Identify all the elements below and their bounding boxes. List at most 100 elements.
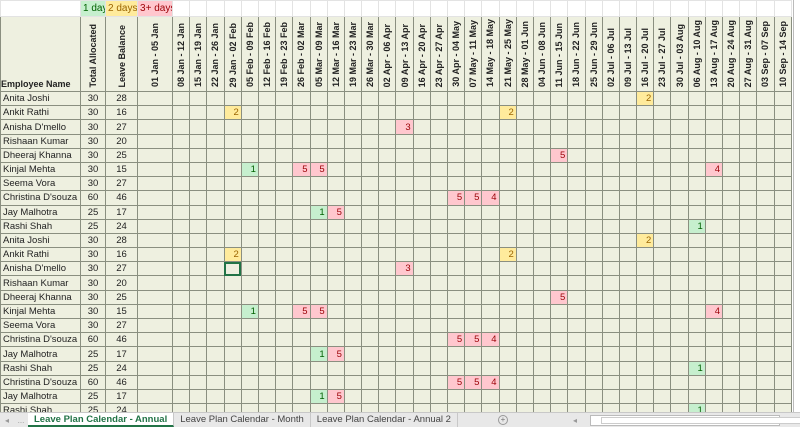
week-cell[interactable] — [532, 232, 552, 249]
week-cell[interactable] — [618, 289, 638, 305]
week-cell[interactable] — [412, 147, 431, 163]
week-cell[interactable] — [722, 133, 741, 149]
week-cell[interactable] — [653, 318, 672, 334]
week-cell[interactable] — [447, 360, 466, 376]
leave-balance-cell[interactable]: 25 — [105, 289, 139, 305]
week-cell[interactable] — [567, 289, 586, 305]
legend-blank[interactable] — [326, 0, 345, 17]
week-cell[interactable] — [275, 303, 294, 320]
week-cell[interactable] — [412, 360, 431, 376]
week-cell[interactable] — [412, 303, 431, 320]
total-allocated-cell[interactable]: 60 — [80, 374, 107, 390]
week-cell[interactable] — [481, 289, 500, 305]
week-cell[interactable] — [429, 303, 449, 320]
week-cell[interactable] — [464, 403, 483, 412]
week-cell[interactable] — [429, 204, 449, 220]
week-cell[interactable] — [618, 388, 638, 405]
leave-balance-cell[interactable]: 15 — [105, 303, 139, 320]
week-cell[interactable] — [670, 133, 689, 149]
week-cell[interactable] — [240, 176, 259, 192]
week-cell[interactable] — [275, 105, 294, 121]
week-cell[interactable] — [257, 147, 277, 163]
week-cell[interactable] — [361, 204, 380, 220]
week-cell[interactable] — [584, 176, 603, 192]
week-cell[interactable] — [361, 147, 380, 163]
header-week[interactable]: 28 May - 01 Jun — [515, 15, 534, 93]
week-cell[interactable] — [670, 204, 689, 220]
week-cell[interactable] — [326, 318, 345, 334]
week-cell[interactable] — [498, 318, 517, 334]
week-cell[interactable] — [773, 190, 793, 206]
leave-days-cell[interactable]: 5 — [464, 374, 483, 390]
week-cell[interactable] — [653, 147, 672, 163]
leave-balance-cell[interactable]: 25 — [105, 147, 139, 163]
week-cell[interactable] — [275, 275, 294, 291]
week-cell[interactable] — [687, 275, 706, 291]
header-week[interactable]: 09 Apr - 13 Apr — [395, 15, 414, 93]
week-cell[interactable] — [223, 261, 242, 277]
week-cell[interactable] — [189, 360, 208, 376]
week-cell[interactable] — [292, 105, 311, 121]
week-cell[interactable] — [498, 190, 517, 206]
week-cell[interactable] — [309, 176, 328, 192]
week-cell[interactable] — [704, 275, 724, 291]
week-cell[interactable] — [292, 275, 311, 291]
week-cell[interactable] — [223, 332, 242, 348]
week-cell[interactable] — [584, 218, 603, 234]
week-cell[interactable] — [189, 232, 208, 249]
legend-blank[interactable] — [618, 0, 638, 17]
header-week[interactable]: 09 Jul - 13 Jul — [618, 15, 638, 93]
header-week[interactable]: 10 Sep - 14 Sep — [773, 15, 793, 93]
leave-balance-cell[interactable]: 16 — [105, 247, 139, 263]
week-cell[interactable] — [498, 91, 517, 107]
week-cell[interactable] — [326, 119, 345, 135]
header-employee-name[interactable]: Employee Name — [0, 15, 82, 93]
week-cell[interactable] — [309, 403, 328, 412]
leave-balance-cell[interactable]: 28 — [105, 91, 139, 107]
week-cell[interactable] — [378, 176, 397, 192]
legend-blank[interactable] — [739, 0, 758, 17]
header-week[interactable]: 13 Aug - 17 Aug — [704, 15, 724, 93]
week-cell[interactable] — [240, 289, 259, 305]
week-cell[interactable] — [756, 176, 775, 192]
week-cell[interactable] — [189, 332, 208, 348]
scroll-tabs-left-icon[interactable]: ◂ — [4, 415, 9, 425]
week-cell[interactable] — [447, 403, 466, 412]
week-cell[interactable] — [309, 232, 328, 249]
header-week[interactable]: 03 Sep - 07 Sep — [756, 15, 775, 93]
week-cell[interactable] — [223, 374, 242, 390]
week-cell[interactable] — [240, 332, 259, 348]
week-cell[interactable] — [172, 346, 191, 362]
week-cell[interactable] — [361, 388, 380, 405]
week-cell[interactable] — [257, 176, 277, 192]
week-cell[interactable] — [670, 190, 689, 206]
week-cell[interactable] — [464, 275, 483, 291]
week-cell[interactable] — [137, 261, 174, 277]
week-cell[interactable] — [361, 374, 380, 390]
total-allocated-cell[interactable]: 30 — [80, 105, 107, 121]
total-allocated-cell[interactable]: 30 — [80, 91, 107, 107]
week-cell[interactable] — [601, 374, 620, 390]
week-cell[interactable] — [670, 346, 689, 362]
week-cell[interactable] — [756, 247, 775, 263]
week-cell[interactable] — [223, 388, 242, 405]
week-cell[interactable] — [515, 303, 534, 320]
week-cell[interactable] — [412, 232, 431, 249]
employee-name-cell[interactable]: Christina D'souza — [0, 190, 82, 206]
week-cell[interactable] — [532, 133, 552, 149]
week-cell[interactable] — [429, 346, 449, 362]
week-cell[interactable] — [326, 91, 345, 107]
week-cell[interactable] — [498, 161, 517, 178]
week-cell[interactable] — [550, 247, 569, 263]
week-cell[interactable] — [395, 105, 414, 121]
week-cell[interactable] — [189, 147, 208, 163]
week-cell[interactable] — [395, 190, 414, 206]
week-cell[interactable] — [189, 161, 208, 178]
week-cell[interactable] — [137, 204, 174, 220]
total-allocated-cell[interactable]: 25 — [80, 218, 107, 234]
week-cell[interactable] — [172, 218, 191, 234]
week-cell[interactable] — [447, 232, 466, 249]
week-cell[interactable] — [378, 232, 397, 249]
week-cell[interactable] — [137, 374, 174, 390]
week-cell[interactable] — [532, 261, 552, 277]
